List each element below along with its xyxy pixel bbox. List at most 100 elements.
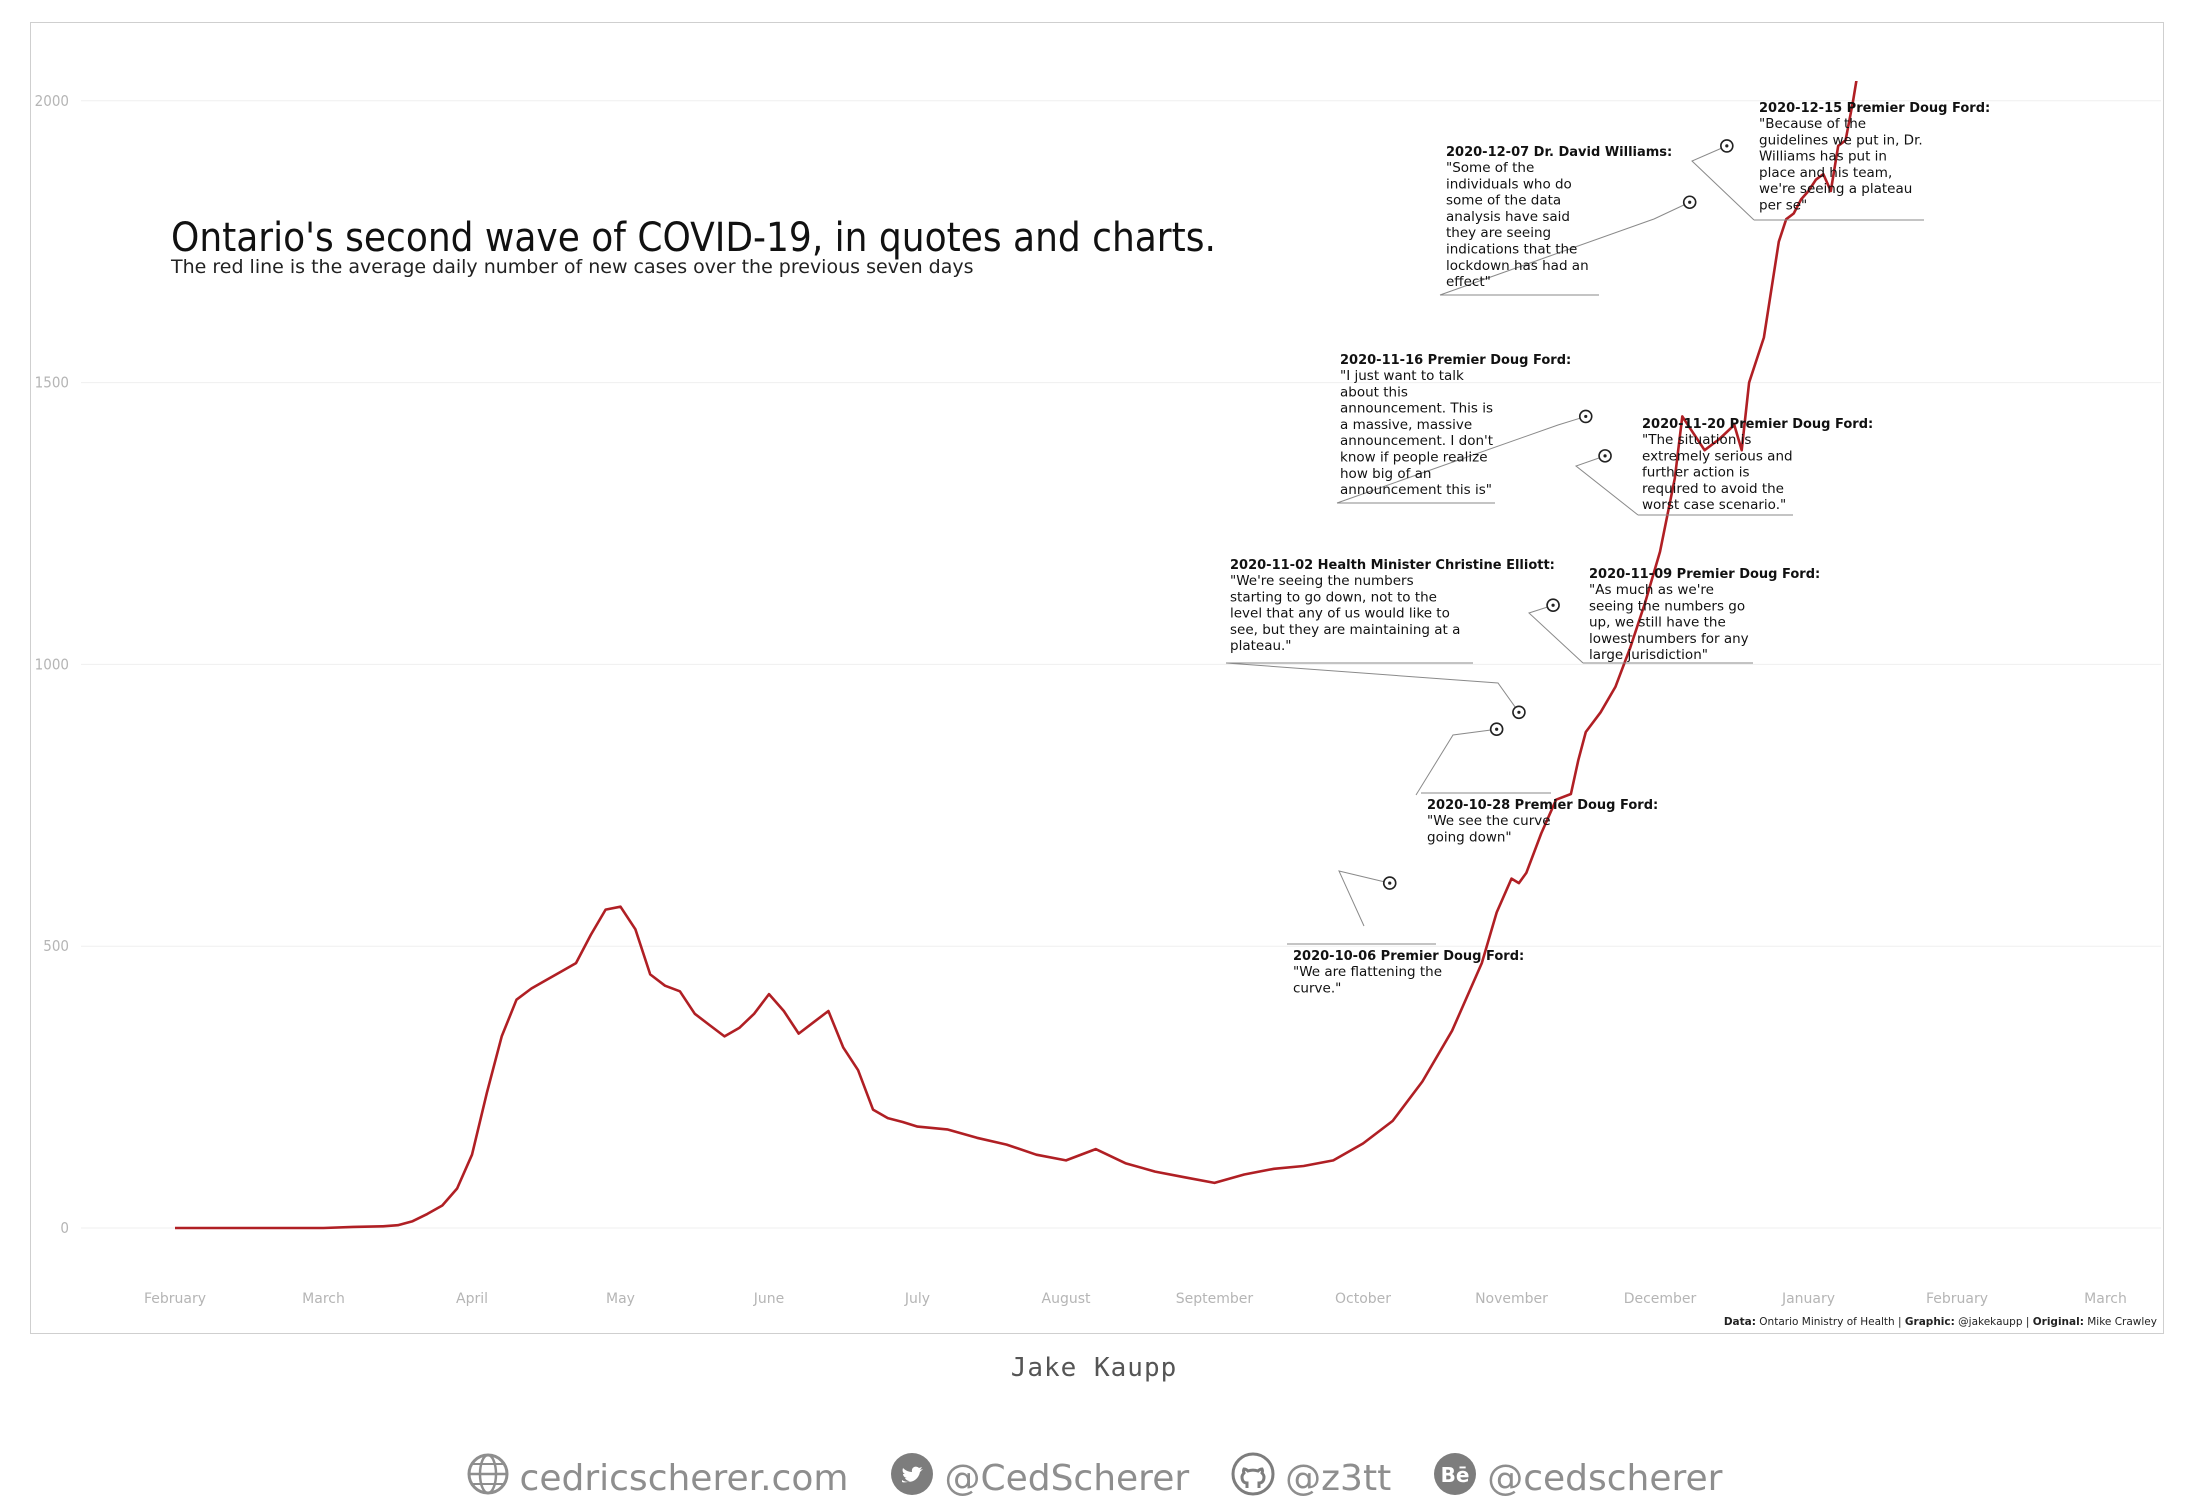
annotation-quote-line: announcement. I don't xyxy=(1340,433,1493,449)
annotation-leader xyxy=(1528,604,1584,664)
author-credit: Jake Kaupp xyxy=(1010,1353,1178,1383)
annotation-heading: 2020-10-28 Premier Doug Ford: xyxy=(1427,798,1658,813)
annotation-quote-line: a massive, massive xyxy=(1340,417,1472,433)
annotation-leader xyxy=(1338,870,1390,927)
social-label: @CedScherer xyxy=(944,1458,1190,1499)
y-tick-label: 2000 xyxy=(35,92,69,110)
behance-icon: Bē xyxy=(1433,1452,1477,1505)
annotation-quote-line: required to avoid the xyxy=(1642,481,1784,497)
x-tick-label: April xyxy=(456,1291,488,1307)
globe-icon xyxy=(466,1452,510,1505)
annotation-quote-line: starting to go down, not to the xyxy=(1230,589,1437,605)
annotation-quote-line: "Because of the xyxy=(1759,116,1866,132)
annotation-marker-dot xyxy=(1517,710,1521,714)
github-icon xyxy=(1231,1452,1275,1505)
annotation-quote-line: indications that the xyxy=(1446,242,1577,258)
x-tick-label: November xyxy=(1475,1291,1548,1307)
annotation-leader xyxy=(1439,201,1690,296)
x-tick-label: February xyxy=(144,1291,206,1307)
y-tick-label: 500 xyxy=(43,937,69,955)
annotation-quote-line: "The situation is xyxy=(1642,432,1751,448)
x-tick-label: March xyxy=(302,1291,345,1307)
annotation-quote-line: Williams has put in xyxy=(1759,149,1887,165)
annotation-quote-line: "I just want to talk xyxy=(1340,368,1464,384)
annotation-leader xyxy=(1691,145,1755,221)
x-tick-label: July xyxy=(904,1291,930,1307)
twitter-icon xyxy=(890,1452,934,1505)
x-tick-label: August xyxy=(1042,1291,1092,1307)
x-tick-label: February xyxy=(1926,1291,1988,1307)
annotation-quote-line: "As much as we're xyxy=(1589,582,1714,598)
annotation-leader xyxy=(1415,728,1497,796)
social-link-twitter[interactable]: @CedScherer xyxy=(890,1452,1189,1505)
annotation-quote-line: further action is xyxy=(1642,465,1750,481)
annotation-quote-line: "We're seeing the numbers xyxy=(1230,573,1414,589)
social-link-github[interactable]: @z3tt xyxy=(1231,1452,1391,1505)
annotation-quote-line: "We are flattening the xyxy=(1293,964,1442,980)
x-tick-label: June xyxy=(753,1291,785,1307)
annotation-quote-line: large jurisdiction" xyxy=(1589,647,1708,663)
annotation-quote-line: see, but they are maintaining at a xyxy=(1230,622,1460,638)
annotation-heading: 2020-11-16 Premier Doug Ford: xyxy=(1340,353,1571,368)
annotation-marker-dot xyxy=(1551,603,1555,607)
annotation-quote-line: effect" xyxy=(1446,274,1491,290)
annotation-quote-line: announcement this is" xyxy=(1340,482,1492,498)
x-tick-label: October xyxy=(1335,1291,1391,1307)
annotation-heading: 2020-12-15 Premier Doug Ford: xyxy=(1759,101,1990,116)
annotation-heading: 2020-12-07 Dr. David Williams: xyxy=(1446,145,1672,160)
annotation-quote-line: "Some of the xyxy=(1446,160,1534,176)
social-label: @z3tt xyxy=(1285,1458,1392,1499)
x-tick-label: May xyxy=(606,1291,635,1307)
annotation-quote-line: per se" xyxy=(1759,198,1807,214)
annotation-marker-dot xyxy=(1388,881,1392,885)
annotation-quote-line: analysis have said xyxy=(1446,209,1570,225)
social-link-globe[interactable]: cedricscherer.com xyxy=(466,1452,849,1505)
annotation-quote-line: some of the data xyxy=(1446,193,1561,209)
annotation-quote-line: lockdown has had an xyxy=(1446,258,1589,274)
annotation-leader xyxy=(1225,662,1520,713)
annotation-quote-line: announcement. This is xyxy=(1340,401,1493,417)
x-tick-label: December xyxy=(1624,1291,1697,1307)
y-tick-label: 0 xyxy=(60,1219,69,1237)
svg-text:Bē: Bē xyxy=(1441,1463,1470,1487)
x-tick-label: March xyxy=(2084,1291,2127,1307)
social-link-behance[interactable]: Bē @cedscherer xyxy=(1433,1452,1722,1505)
annotation-quote-line: lowest numbers for any xyxy=(1589,631,1749,647)
annotation-quote-line: level that any of us would like to xyxy=(1230,606,1450,622)
chart-title: Ontario's second wave of COVID-19, in qu… xyxy=(171,215,1216,261)
annotation-quote-line: plateau." xyxy=(1230,638,1292,654)
chart-frame: 0 500 1000 1500 2000 February March April May Jun… xyxy=(30,22,2164,1334)
annotation-marker-dot xyxy=(1584,414,1588,419)
x-tick-label: January xyxy=(1781,1291,1835,1307)
y-tick-label: 1500 xyxy=(35,374,69,392)
annotation-quote-line: how big of an xyxy=(1340,466,1431,482)
annotation-quote-line: "We see the curve xyxy=(1427,813,1551,829)
annotation-quote-line: up, we still have the xyxy=(1589,615,1726,631)
social-label: cedricscherer.com xyxy=(519,1458,849,1499)
annotation-heading: 2020-11-09 Premier Doug Ford: xyxy=(1589,567,1820,582)
annotation-quote-line: seeing the numbers go xyxy=(1589,598,1745,614)
chart-subtitle: The red line is the average daily number… xyxy=(170,256,974,278)
chart-caption: Data: Ontario Ministry of Health | Graph… xyxy=(1724,1316,2157,1328)
series-line xyxy=(175,81,1858,1230)
annotation-marker-dot xyxy=(1688,200,1692,204)
annotation-quote-line: curve." xyxy=(1293,980,1341,996)
annotation-quote-line: know if people realize xyxy=(1340,450,1488,466)
annotation-quote-line: about this xyxy=(1340,384,1408,400)
annotation-quote-line: place and his team, xyxy=(1759,165,1892,181)
social-links: cedricscherer.com @CedScherer @z3tt Bē @ceds… xyxy=(0,1452,2188,1505)
annotation-leader xyxy=(1574,455,1639,516)
annotation-heading: 2020-10-06 Premier Doug Ford: xyxy=(1293,949,1524,964)
annotation-heading: 2020-11-20 Premier Doug Ford: xyxy=(1642,417,1873,432)
annotation-quote-line: going down" xyxy=(1427,829,1512,845)
annotation-marker-dot xyxy=(1495,727,1499,731)
annotation-heading: 2020-11-02 Health Minister Christine Ell… xyxy=(1230,558,1555,573)
annotation-quote-line: we're seeing a plateau xyxy=(1759,181,1912,197)
annotation-quote-line: individuals who do xyxy=(1446,176,1572,192)
chart-svg: 0 500 1000 1500 2000 February March April May Jun… xyxy=(35,81,2161,1328)
y-tick-label: 1000 xyxy=(35,655,69,673)
x-tick-label: September xyxy=(1176,1291,1254,1307)
annotation-quote-line: guidelines we put in, Dr. xyxy=(1759,132,1923,148)
annotation-leader xyxy=(1336,415,1586,504)
social-label: @cedscherer xyxy=(1487,1458,1723,1499)
